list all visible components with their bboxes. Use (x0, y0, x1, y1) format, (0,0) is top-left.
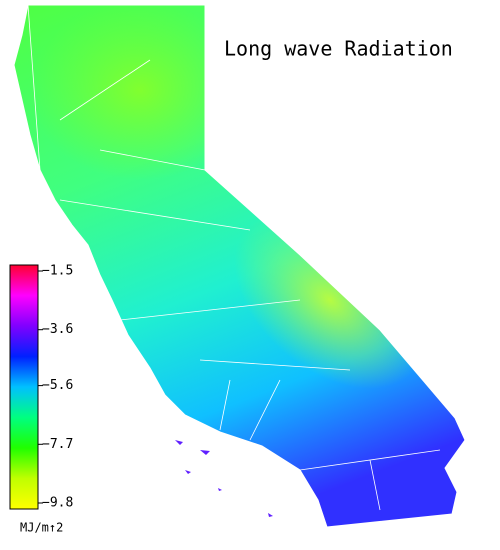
colorbar: −1.5 −3.6 −5.6 −7.7 −9.8 (9, 264, 73, 511)
colorbar-tick-label: −3.6 (42, 322, 73, 337)
colorbar-scale (9, 264, 39, 510)
islands (175, 440, 273, 517)
colorbar-tick-label: −7.7 (42, 437, 73, 452)
colorbar-unit: MJ/m↑2 (20, 521, 63, 535)
colorbar-tick-label: −9.8 (42, 496, 73, 511)
map-title: Long wave Radiation (224, 37, 453, 61)
colorbar-tick-label: −5.6 (42, 378, 73, 393)
colorbar-tick-label: −1.5 (42, 264, 73, 279)
